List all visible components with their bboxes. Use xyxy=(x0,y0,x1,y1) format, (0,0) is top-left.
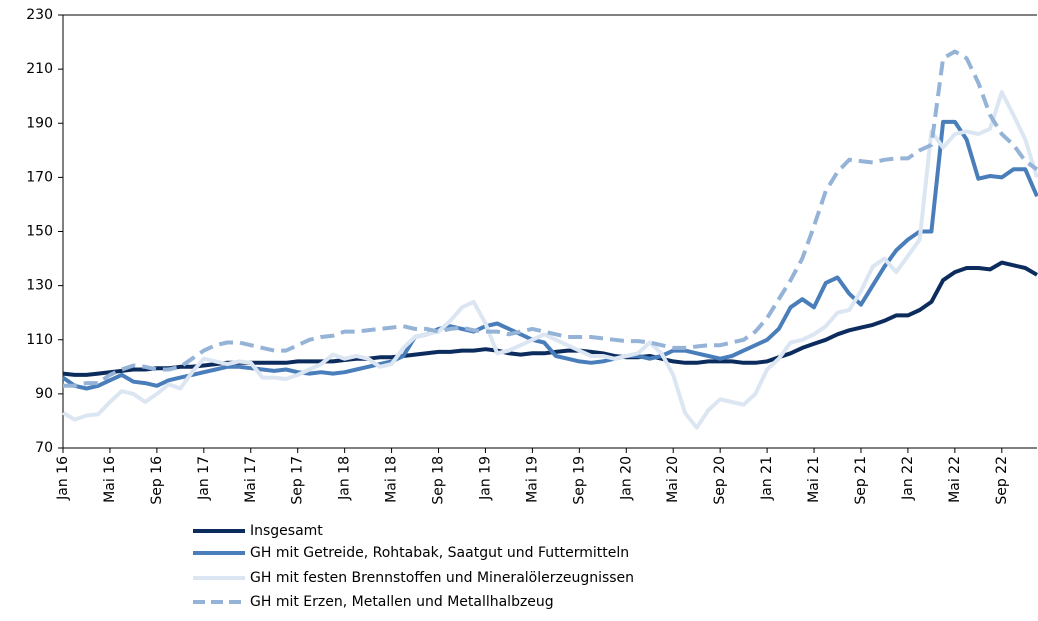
x-tick-label: Jan 20 xyxy=(618,456,634,501)
x-tick-label: Mai 18 xyxy=(384,456,400,503)
x-tick-label: Jan 18 xyxy=(337,456,353,501)
series-line xyxy=(61,90,1038,430)
y-tick-label: 110 xyxy=(26,332,53,348)
x-tick-label: Sep 20 xyxy=(712,456,728,505)
x-tick-label: Sep 16 xyxy=(149,456,165,505)
x-tick-label: Jan 21 xyxy=(759,456,775,501)
y-tick-label: 190 xyxy=(26,115,53,131)
x-tick-label: Jan 19 xyxy=(477,456,493,501)
y-tick-label: 70 xyxy=(35,440,53,456)
y-tick-label: 170 xyxy=(26,169,53,185)
legend-label: GH mit Getreide, Rohtabak, Saatgut und F… xyxy=(250,545,629,561)
y-tick-label: 230 xyxy=(26,7,53,23)
legend-label: Insgesamt xyxy=(250,523,323,539)
series-line xyxy=(63,49,1038,388)
legend-label: GH mit festen Brennstoffen und Mineralöl… xyxy=(250,570,634,586)
x-tick-label: Sep 21 xyxy=(853,456,869,505)
x-tick-label: Sep 17 xyxy=(290,456,306,505)
x-tick-label: Mai 17 xyxy=(243,456,259,503)
series-line xyxy=(61,119,1038,391)
y-tick-label: 90 xyxy=(35,386,53,402)
y-tick-label: 150 xyxy=(26,224,53,240)
x-tick-label: Jan 22 xyxy=(900,456,916,501)
x-tick-label: Mai 22 xyxy=(947,456,963,503)
x-tick-label: Sep 22 xyxy=(994,456,1010,505)
x-tick-label: Jan 16 xyxy=(55,456,71,501)
x-tick-label: Mai 20 xyxy=(665,456,681,503)
x-tick-label: Sep 19 xyxy=(571,456,587,505)
x-tick-label: Mai 21 xyxy=(806,456,822,503)
legend-label: GH mit Erzen, Metallen und Metallhalbzeu… xyxy=(250,594,554,610)
x-tick-label: Mai 19 xyxy=(524,456,540,503)
x-tick-label: Jan 17 xyxy=(196,456,212,501)
y-tick-label: 210 xyxy=(26,61,53,77)
x-tick-label: Mai 16 xyxy=(102,456,118,503)
y-tick-label: 130 xyxy=(26,278,53,294)
x-tick-label: Sep 18 xyxy=(431,456,447,505)
